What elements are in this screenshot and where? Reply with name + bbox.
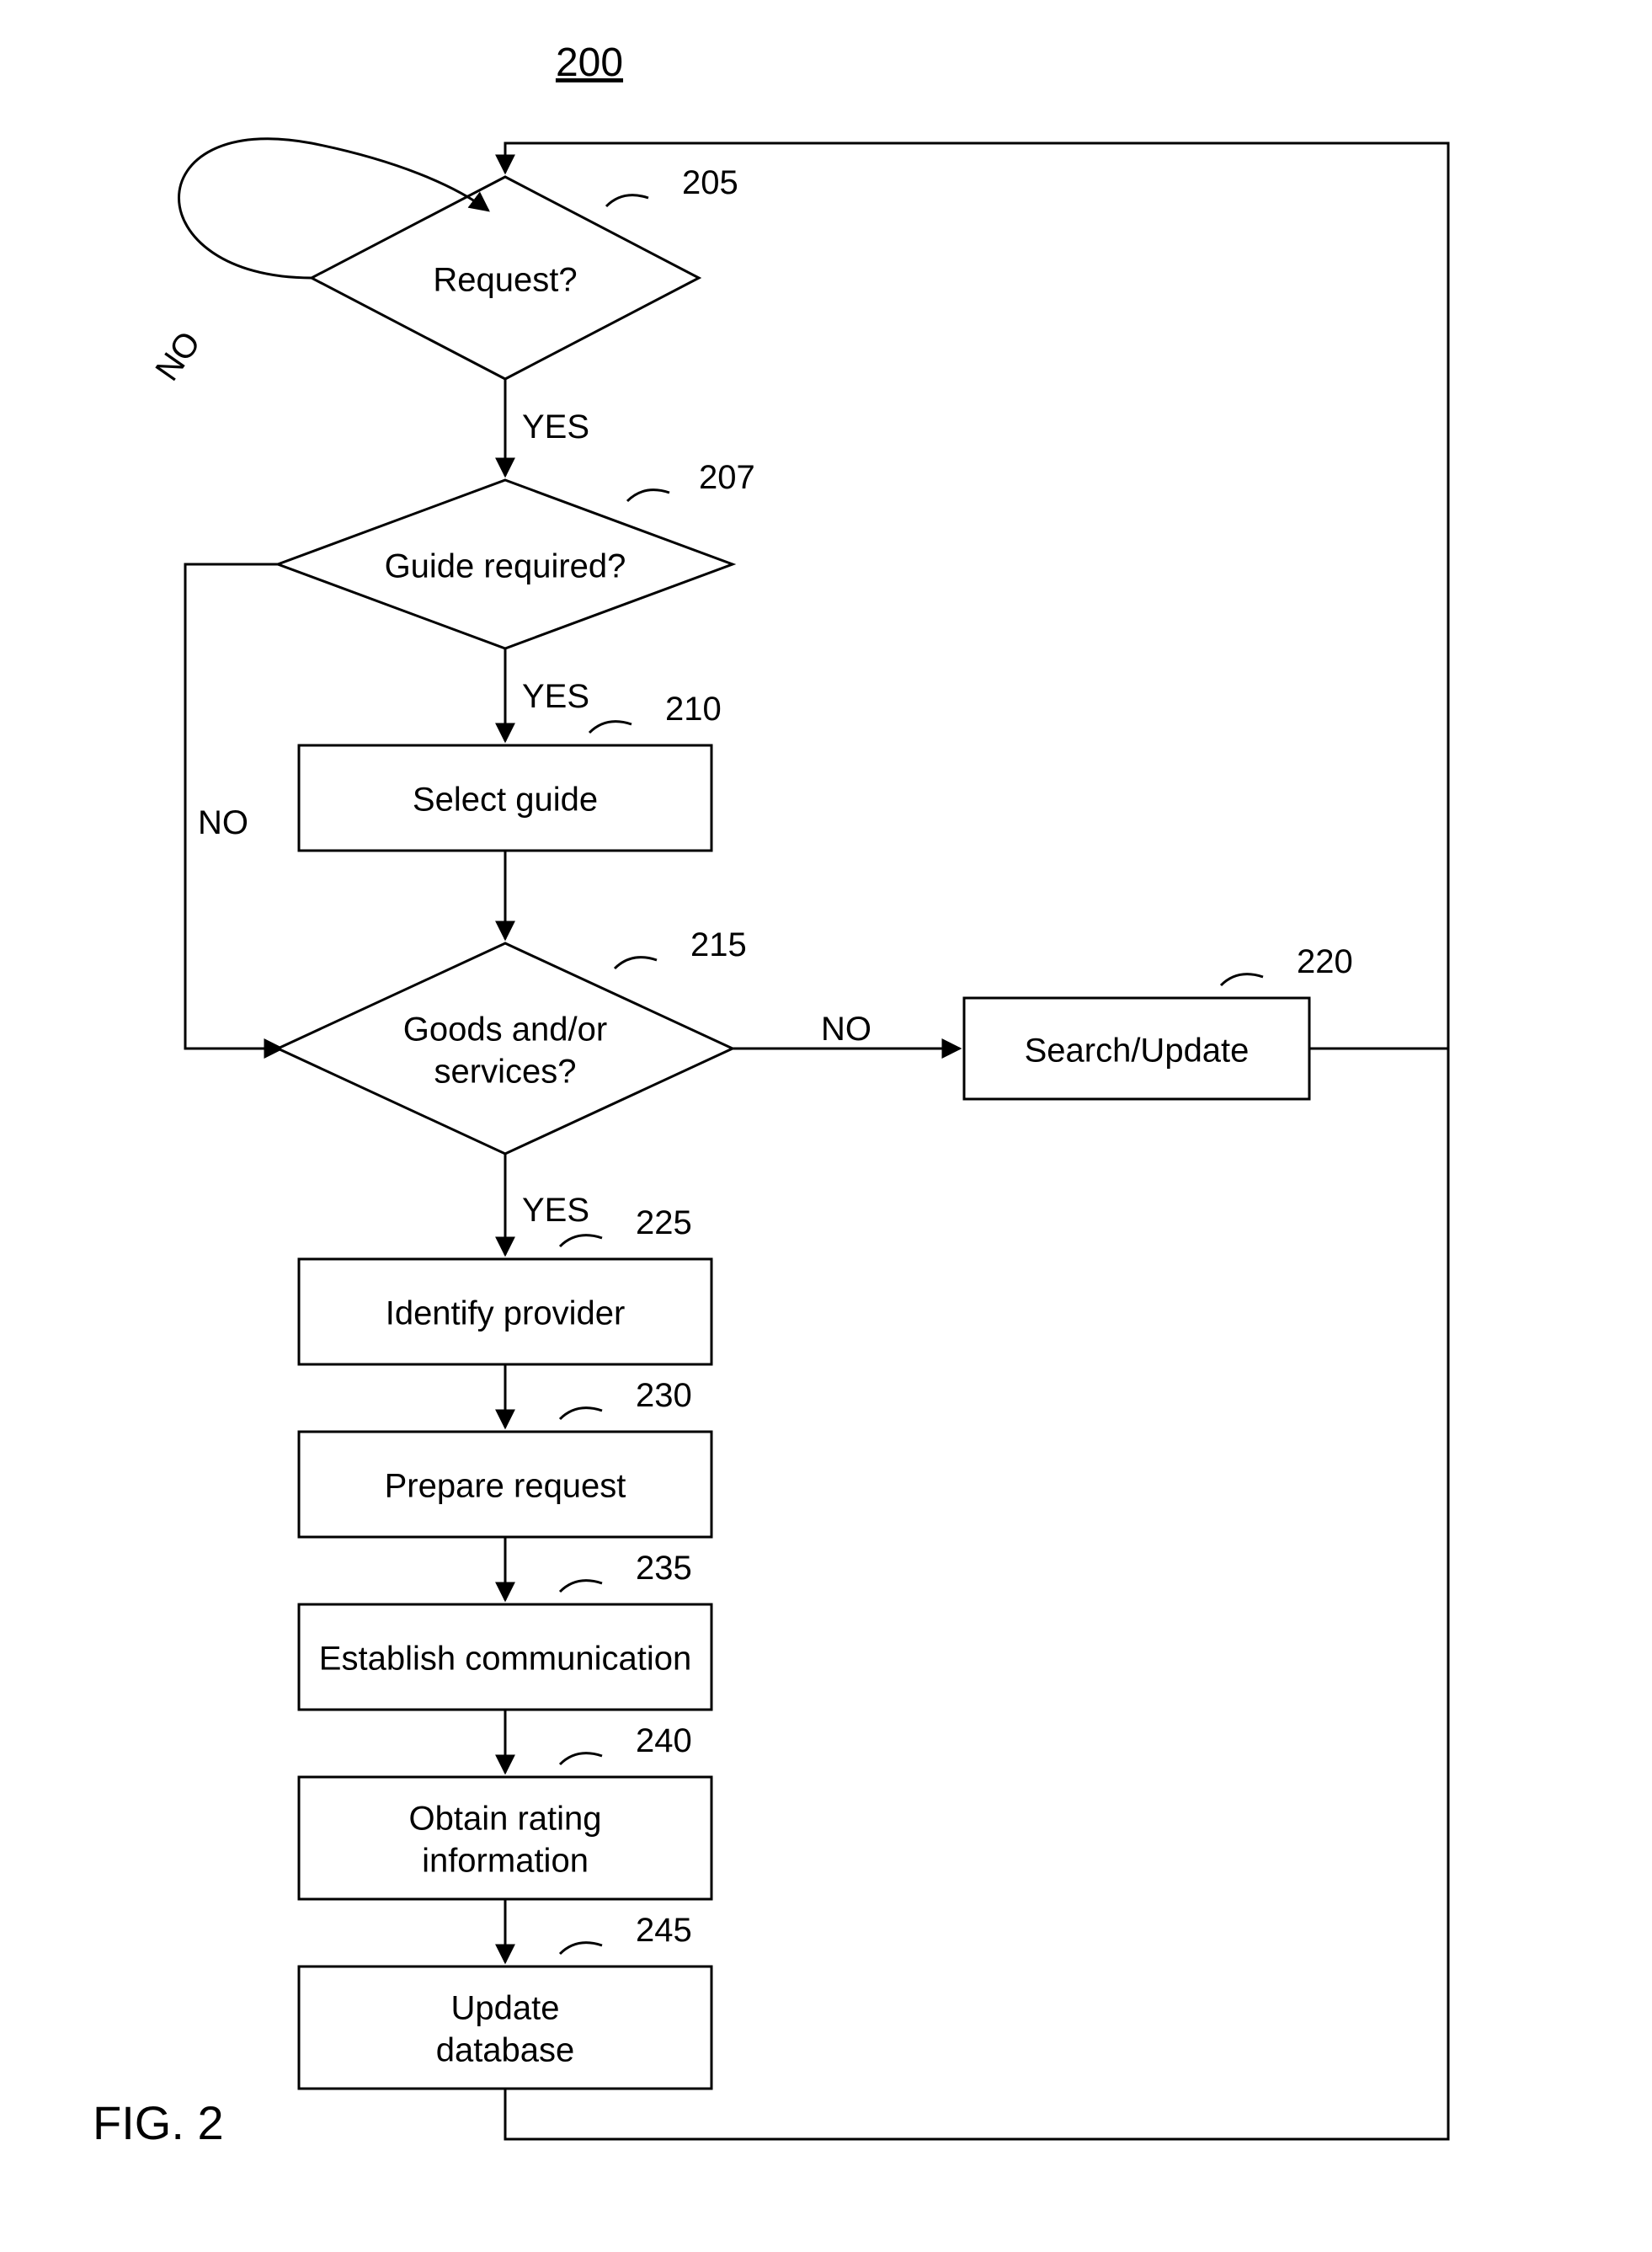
node-207-text: Guide required? — [385, 548, 626, 585]
node-245-text-l1: Update — [451, 1990, 560, 2027]
edge-205-207: YES — [505, 379, 589, 476]
node-210: Select guide 210 — [299, 691, 722, 851]
node-205-text: Request? — [433, 262, 577, 299]
node-240-text-l1: Obtain rating — [408, 1801, 601, 1838]
node-207-ref: 207 — [699, 459, 755, 496]
node-225-ref: 225 — [636, 1204, 692, 1241]
figure-title-ref: 200 — [556, 40, 623, 85]
node-235-text: Establish communication — [319, 1641, 691, 1678]
node-210-ref: 210 — [665, 691, 722, 728]
edge-207-210: YES — [505, 648, 589, 741]
edge-215-225: YES — [505, 1154, 589, 1255]
node-215: Goods and/or services? 215 — [278, 926, 747, 1154]
node-230-text: Prepare request — [385, 1468, 626, 1505]
node-230-ref: 230 — [636, 1377, 692, 1414]
node-220-text: Search/Update — [1025, 1033, 1250, 1070]
node-207: Guide required? 207 — [278, 459, 755, 648]
node-245-ref: 245 — [636, 1912, 692, 1949]
node-215-text-l2: services? — [434, 1054, 577, 1091]
edge-205-loop-label: NO — [148, 325, 207, 387]
edge-215-no-label: NO — [821, 1011, 871, 1048]
edge-215-220: NO — [733, 1011, 960, 1049]
edge-205-yes-label: YES — [522, 408, 589, 446]
node-240-ref: 240 — [636, 1722, 692, 1759]
figure-caption: FIG. 2 — [93, 2096, 224, 2149]
node-215-ref: 215 — [690, 926, 747, 963]
node-215-text-l1: Goods and/or — [403, 1011, 607, 1049]
edge-207-no-label: NO — [198, 804, 248, 841]
node-240-text-l2: information — [422, 1843, 589, 1880]
edge-207-yes-label: YES — [522, 678, 589, 715]
node-220-ref: 220 — [1297, 943, 1353, 980]
edge-215-yes-label: YES — [522, 1192, 589, 1229]
edge-207-no: NO — [185, 564, 282, 1049]
flowchart-svg: 200 Request? 205 NO YES Guide required? … — [0, 0, 1652, 2252]
node-245-text-l2: database — [436, 2032, 575, 2069]
node-205: Request? 205 — [312, 164, 738, 379]
node-205-ref: 205 — [682, 164, 738, 201]
node-220: Search/Update 220 — [964, 943, 1353, 1099]
node-235-ref: 235 — [636, 1550, 692, 1587]
node-225-text: Identify provider — [386, 1295, 626, 1332]
node-210-text: Select guide — [413, 782, 598, 819]
